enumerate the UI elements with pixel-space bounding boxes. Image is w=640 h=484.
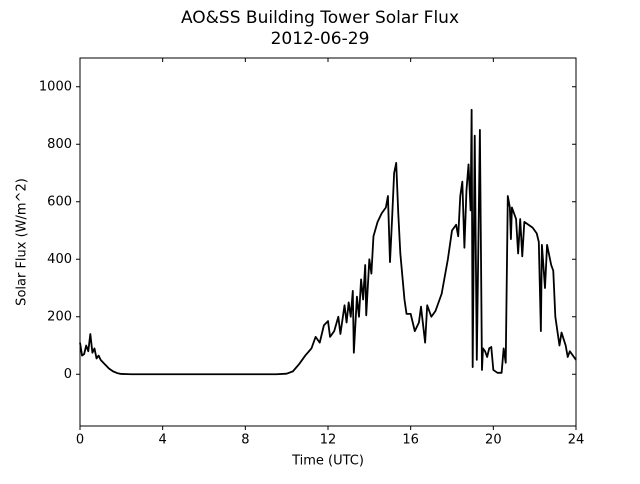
chart-subtitle: 2012-06-29 [271,29,370,49]
y-tick-label: 200 [47,309,72,324]
plot-frame [79,57,577,427]
y-tick-label: 1000 [39,79,72,94]
y-tick-label: 600 [47,194,72,209]
x-tick-label: 4 [159,433,167,448]
y-axis-label: Solar Flux (W/m^2) [15,178,30,306]
y-tick-label: 0 [64,367,72,382]
x-tick-label: 20 [485,433,502,448]
x-axis-label: Time (UTC) [291,454,364,469]
chart-title: AO&SS Building Tower Solar Flux [181,8,459,28]
x-tick-label: 24 [568,433,585,448]
y-tick-label: 800 [47,137,72,152]
x-tick-label: 8 [241,433,249,448]
y-tick-label: 400 [47,252,72,267]
data-line [79,108,577,376]
x-tick-label: 0 [76,433,84,448]
x-tick-label: 12 [320,433,337,448]
x-tick-label: 16 [402,433,419,448]
